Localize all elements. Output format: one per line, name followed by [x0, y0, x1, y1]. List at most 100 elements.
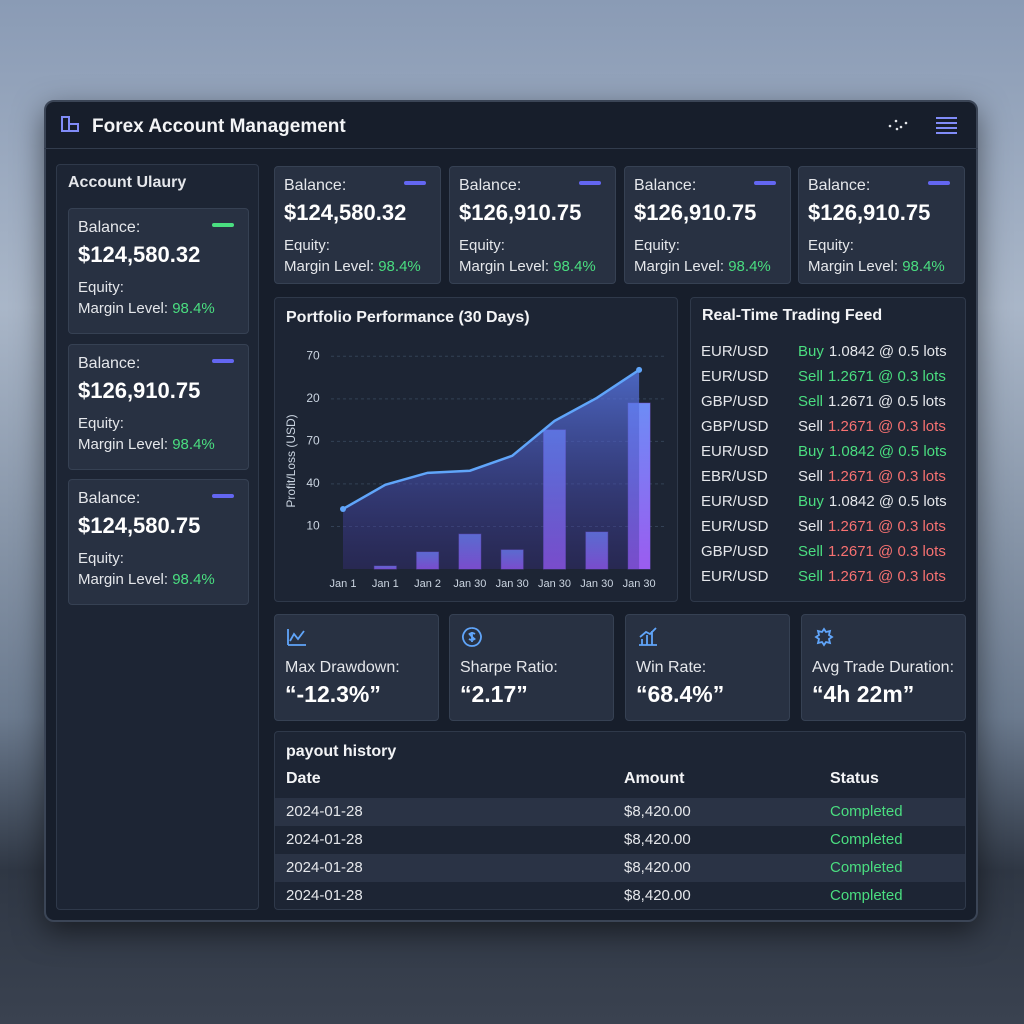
summary-card: Balance: $126,910.75 Equity: Margin Level: …: [624, 166, 791, 284]
equity-label: Equity:: [634, 237, 680, 254]
header-divider: [44, 148, 978, 149]
line-point: [636, 366, 643, 373]
pair: EUR/USD: [701, 443, 769, 460]
feed-title: Real-Time Trading Feed: [702, 307, 883, 324]
account-card: Balance: $124,580.75 Equity: Margin Level: …: [68, 479, 249, 605]
payout-history: payout history Date Amount Status 2024-01-28…: [274, 731, 966, 910]
detail: 1.2671 @ 0.3 lots: [828, 518, 946, 535]
y-tick-label: 40: [306, 476, 320, 490]
cell: $8,420.00: [624, 803, 691, 820]
pair: EUR/USD: [701, 493, 769, 510]
payout-row: 2024-01-28 $8,420.00 Completed: [275, 798, 965, 826]
balance-value: $126,910.75: [459, 200, 582, 225]
column-header: Status: [830, 770, 879, 787]
pair: GBP/USD: [701, 543, 769, 560]
detail: 1.2671 @ 0.3 lots: [828, 418, 946, 435]
side: Buy: [798, 493, 824, 510]
summary-card: Balance: $124,580.32 Equity: Margin Level: …: [274, 166, 441, 284]
margin-label: Margin Level: 98.4%: [78, 436, 215, 453]
detail: 1.0842 @ 0.5 lots: [828, 343, 947, 360]
metric-label: Sharpe Ratio:: [460, 659, 558, 676]
payout-title: payout history: [286, 743, 397, 760]
feed-row: EUR/USD Sell 1.2671 @ 0.3 lots: [701, 368, 957, 390]
x-tick-label: Jan 1: [372, 578, 399, 590]
x-tick-label: Jan 2: [414, 578, 441, 590]
margin-label: Margin Level: 98.4%: [634, 258, 771, 275]
line: [342, 368, 640, 511]
balance-label: Balance:: [78, 219, 141, 236]
balance-value: $126,910.75: [808, 200, 931, 225]
metric-card: Avg Trade Duration: “4h 22m”: [801, 614, 966, 721]
side: Sell: [798, 368, 824, 385]
pair: EBR/USD: [701, 468, 768, 485]
sidebar: Account Ulaury Balance: $124,580.32 Equity:…: [56, 164, 259, 910]
detail: 1.0842 @ 0.5 lots: [828, 443, 947, 460]
trading-feed: Real-Time Trading Feed EUR/USD Buy 1.0842 @…: [690, 297, 966, 602]
metric-icon: [814, 627, 834, 647]
metric-label: Win Rate:: [636, 659, 707, 676]
chart: Portfolio Performance (30 Days) Profit/Lo…: [284, 309, 667, 590]
pair: EUR/USD: [701, 368, 769, 385]
margin-label: Margin Level: 98.4%: [808, 258, 945, 275]
y-tick-label: 20: [306, 391, 320, 405]
status: Completed: [830, 887, 903, 904]
indicator: [928, 181, 950, 185]
detail: 1.2671 @ 0.3 lots: [828, 368, 946, 385]
indicator: [212, 223, 234, 227]
balance-label: Balance:: [808, 177, 871, 194]
indicator: [212, 494, 234, 498]
icon: [814, 627, 834, 647]
status: Completed: [830, 803, 903, 820]
y-tick-label: 70: [306, 348, 320, 362]
metric-value: “4h 22m”: [812, 681, 915, 707]
margin-label: Margin Level: 98.4%: [78, 571, 215, 588]
status: Completed: [830, 859, 903, 876]
metric-value: “2.17”: [460, 681, 528, 707]
cell: $8,420.00: [624, 859, 691, 876]
cell: $8,420.00: [624, 887, 691, 904]
y-tick-label: 10: [306, 519, 320, 533]
equity-label: Equity:: [78, 279, 124, 296]
header-controls: [888, 117, 957, 134]
metric-label: Max Drawdown:: [285, 659, 400, 676]
cell: 2024-01-28: [286, 831, 363, 848]
x-tick-label: Jan 30: [623, 578, 656, 590]
metric-label: Avg Trade Duration:: [812, 659, 955, 676]
metric-icon: [639, 627, 657, 646]
margin-value: 98.4%: [378, 258, 421, 275]
icon: [462, 627, 482, 647]
cell: 2024-01-28: [286, 859, 363, 876]
equity-label: Equity:: [459, 237, 505, 254]
detail: 1.0842 @ 0.5 lots: [828, 493, 947, 510]
metric-value: “68.4%”: [636, 681, 725, 707]
balance-label: Balance:: [459, 177, 522, 194]
indicator: [212, 359, 234, 363]
feed-row: EBR/USD Sell 1.2671 @ 0.3 lots: [701, 468, 957, 490]
margin-value: 98.4%: [172, 571, 215, 588]
icon: [639, 627, 657, 646]
column-header: Date: [286, 770, 321, 787]
balance-label: Balance:: [634, 177, 697, 194]
equity-label: Equity:: [808, 237, 854, 254]
app-icon: [61, 116, 79, 132]
feed-row: GBP/USD Sell 1.2671 @ 0.3 lots: [701, 543, 957, 565]
balance-value: $124,580.32: [284, 200, 407, 225]
detail: 1.2671 @ 0.3 lots: [828, 543, 946, 560]
detail: 1.2671 @ 0.3 lots: [828, 468, 946, 485]
cell: 2024-01-28: [286, 887, 363, 904]
chart-panel: Portfolio Performance (30 Days) Profit/Lo…: [274, 297, 678, 602]
indicator: [404, 181, 426, 185]
equity-label: Equity:: [78, 415, 124, 432]
detail: 1.2671 @ 0.5 lots: [828, 393, 946, 410]
metric-card: Max Drawdown: “-12.3%”: [274, 614, 439, 721]
side: Sell: [798, 468, 824, 485]
feed-row: EUR/USD Buy 1.0842 @ 0.5 lots: [701, 443, 957, 465]
margin-value: 98.4%: [728, 258, 771, 275]
icon: [287, 629, 306, 646]
pair: EUR/USD: [701, 343, 769, 360]
x-tick-label: Jan 30: [538, 578, 571, 590]
metric-icon: [462, 627, 482, 647]
side: Buy: [798, 443, 824, 460]
margin-value: 98.4%: [172, 436, 215, 453]
payout-row: 2024-01-28 $8,420.00 Completed: [275, 882, 965, 910]
